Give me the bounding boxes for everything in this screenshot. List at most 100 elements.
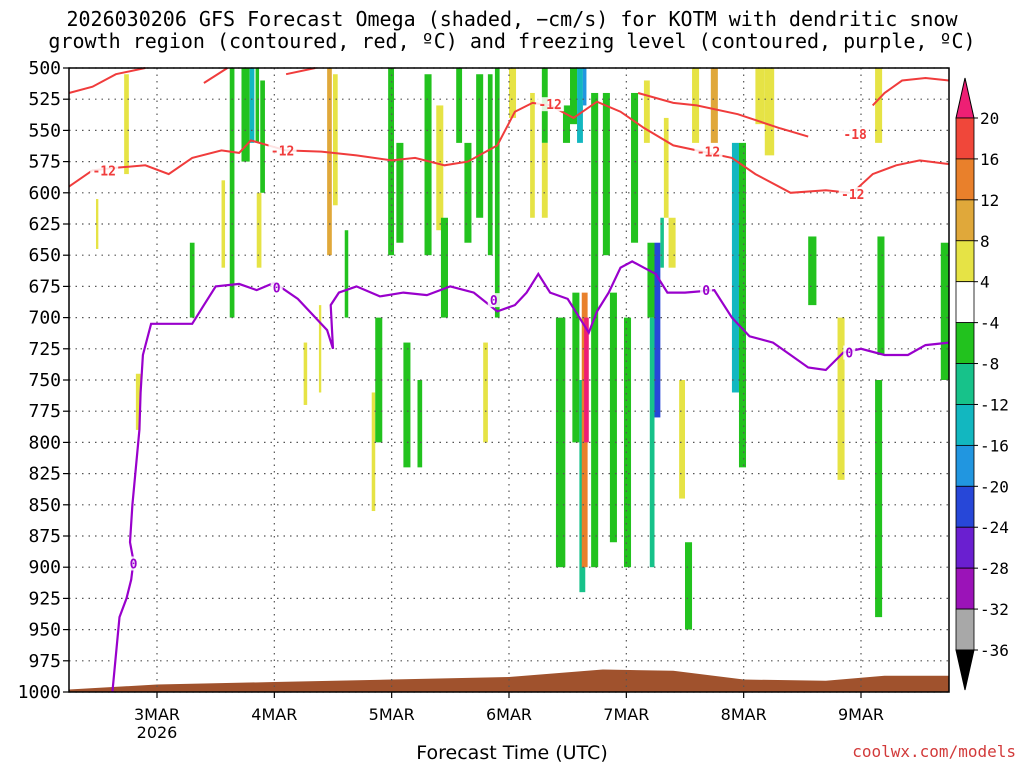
contour-label-1: -12 xyxy=(271,144,294,159)
omega-cell-68 xyxy=(875,380,883,618)
colorbar-label-2: 12 xyxy=(980,191,999,210)
omega-cell-54 xyxy=(663,117,669,218)
terrain-layer xyxy=(69,669,949,692)
y-tick-label-1000: 1000 xyxy=(18,682,61,703)
y-tick-label-850: 850 xyxy=(28,495,61,516)
contour-label-bg-9 xyxy=(700,283,713,298)
x-tick-label-3: 3MAR xyxy=(134,705,180,724)
freezing-level-contour xyxy=(111,260,950,693)
y-tick-label-800: 800 xyxy=(28,432,61,453)
contour-label-6: 0 xyxy=(130,557,138,572)
omega-cell-56 xyxy=(679,380,685,499)
omega-cell-35 xyxy=(555,317,566,568)
omega-cell-9 xyxy=(260,80,265,193)
y-tick-label-775: 775 xyxy=(28,401,61,422)
colorbar-label-8: -16 xyxy=(980,436,1009,455)
chart-title-line2: growth region (contoured, red, ºC) and f… xyxy=(48,29,976,53)
y-tick-label-550: 550 xyxy=(28,120,61,141)
contour-label-bg-0 xyxy=(90,163,119,178)
omega-cell-61 xyxy=(738,142,747,468)
colorbar-label-6: -8 xyxy=(980,355,999,374)
omega-cell-53 xyxy=(660,217,664,268)
omega-cell-49 xyxy=(643,80,650,143)
y-tick-label-525: 525 xyxy=(28,89,61,110)
omega-cell-26 xyxy=(464,142,472,243)
y-tick-label-675: 675 xyxy=(28,276,61,297)
omega-cell-8 xyxy=(255,68,260,143)
dgz-minus18-contour-3 xyxy=(637,92,809,138)
y-tick-label-650: 650 xyxy=(28,245,61,266)
omega-cell-2 xyxy=(135,373,141,430)
omega-cell-51 xyxy=(649,317,655,568)
omega-cell-11 xyxy=(303,342,308,405)
omega-cell-31 xyxy=(509,68,517,118)
contour-label-4: -12 xyxy=(841,188,864,203)
omega-cell-28 xyxy=(483,342,488,443)
omega-cell-39 xyxy=(582,68,587,106)
omega-cell-59 xyxy=(710,68,718,143)
dgz-minus18-contour-0 xyxy=(68,67,146,94)
omega-cell-69 xyxy=(940,242,949,380)
omega-cell-34 xyxy=(541,142,548,218)
colorbar-segment-4 xyxy=(955,281,975,324)
y-tick-label-725: 725 xyxy=(28,339,61,360)
omega-cell-50 xyxy=(647,242,655,318)
colorbar-label-11: -28 xyxy=(980,559,1009,578)
y-axis: 500 525 550 575 600 625 650 675 700 725 750 775 800 8… xyxy=(18,58,69,703)
contour-label-7: 0 xyxy=(273,282,281,297)
contour-lines: -12 -12 -12 -12 -12 -18 0 0 0 0 0 xyxy=(68,67,950,693)
terrain-area xyxy=(69,669,949,692)
contour-label-bg-5 xyxy=(841,127,870,142)
dgz-minus18-contour-2 xyxy=(285,67,316,76)
dgz-minus18-contour-1 xyxy=(203,67,228,84)
omega-cell-3 xyxy=(189,242,195,318)
contour-label-bg-1 xyxy=(268,143,297,158)
y-tick-label-600: 600 xyxy=(28,183,61,204)
x-tick-label-8: 8MAR xyxy=(721,705,767,724)
omega-cell-19 xyxy=(396,142,404,243)
dgz-minus18-contour-4 xyxy=(871,76,950,107)
colorbar-top-arrow xyxy=(955,77,975,119)
y-tick-label-500: 500 xyxy=(28,58,61,79)
colorbar-segment-8 xyxy=(955,444,975,487)
grid-lines xyxy=(69,67,949,693)
x-axis-label: Forecast Time (UTC) xyxy=(416,742,608,764)
omega-cell-24 xyxy=(440,217,448,318)
omega-cell-64 xyxy=(808,236,817,306)
colorbar-label-4: 4 xyxy=(980,273,990,292)
contour-label-8: 0 xyxy=(490,294,498,309)
omega-cell-21 xyxy=(424,74,432,256)
contour-label-5: -18 xyxy=(843,128,867,143)
omega-cell-40 xyxy=(572,292,580,443)
colorbar-label-13: -36 xyxy=(980,641,1009,660)
x-tick-label-5: 5MAR xyxy=(369,705,415,724)
colorbar-label-0: 20 xyxy=(980,109,999,128)
y-tick-label-750: 750 xyxy=(28,370,61,391)
omega-cell-7 xyxy=(249,68,255,143)
omega-cell-48 xyxy=(631,92,639,243)
omega-cell-52 xyxy=(654,242,661,418)
x-tick-label-6: 6MAR xyxy=(486,705,532,724)
colorbar-segment-7 xyxy=(955,404,975,446)
omega-cell-22 xyxy=(436,105,444,231)
omega-cell-17 xyxy=(375,317,383,443)
chart-title-line1: 2026030206 GFS Forecast Omega (shaded, −… xyxy=(66,7,958,31)
omega-cell-47 xyxy=(623,317,632,568)
colorbar-label-10: -24 xyxy=(980,518,1009,537)
contour-label-3: -12 xyxy=(697,146,720,161)
x-tick-sublabel-3: 2026 xyxy=(137,723,178,742)
y-tick-label-975: 975 xyxy=(28,651,61,672)
omega-cell-66 xyxy=(875,68,883,143)
omega-cell-10 xyxy=(256,192,262,268)
credit-text: coolwx.com/models xyxy=(852,742,1016,761)
colorbar-segment-12 xyxy=(955,608,975,651)
x-tick-label-9: 9MAR xyxy=(838,705,884,724)
omega-cell-25 xyxy=(456,68,463,143)
y-tick-label-625: 625 xyxy=(28,214,61,235)
omega-cell-30 xyxy=(494,68,500,318)
y-tick-label-875: 875 xyxy=(28,526,61,547)
colorbar-label-9: -20 xyxy=(980,477,1009,496)
omega-cell-62 xyxy=(755,68,765,125)
contour-label-bg-6 xyxy=(127,556,140,571)
